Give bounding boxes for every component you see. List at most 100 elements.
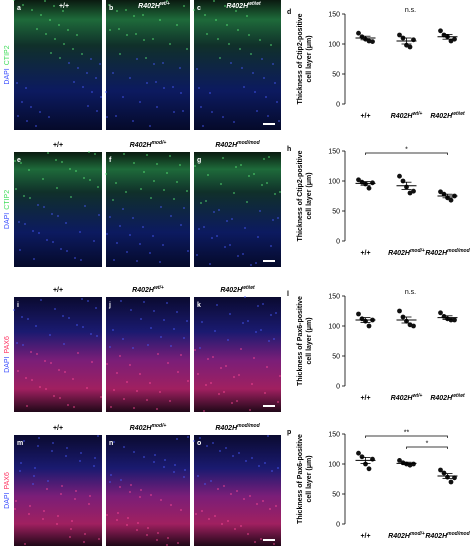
speckle (51, 213, 53, 215)
x-tick-label-base: +/+ (360, 395, 370, 402)
speckle (45, 388, 47, 390)
speckle (163, 466, 165, 468)
speckle (199, 347, 201, 349)
speckle (66, 250, 68, 252)
speckle (267, 435, 269, 437)
speckle (129, 77, 131, 79)
y-axis-label: Thickness of Pax6-positive (297, 434, 304, 524)
y-axis-label: Thickness of Ctip2-positive (297, 150, 304, 241)
speckle (140, 318, 142, 320)
speckle (246, 15, 248, 17)
speckle (59, 57, 61, 59)
data-point (397, 308, 402, 314)
speckle (173, 471, 175, 473)
speckle (149, 125, 151, 127)
speckle (42, 518, 44, 520)
speckle (238, 452, 240, 454)
y-tick-label: 100 (328, 462, 340, 469)
speckle (193, 9, 195, 11)
speckle (16, 82, 18, 84)
data-point (452, 317, 457, 323)
significance-bar (365, 152, 448, 155)
x-tick-label-base: R402H (430, 113, 453, 120)
speckle (256, 110, 258, 112)
speckle (236, 400, 238, 402)
speckle (65, 222, 67, 224)
speckle (217, 38, 219, 40)
speckle (38, 232, 40, 234)
speckle (52, 241, 54, 243)
speckle (72, 48, 74, 50)
speckle (270, 314, 272, 316)
speckle (202, 125, 204, 127)
speckle (130, 309, 132, 311)
speckle (212, 442, 214, 444)
speckle (162, 244, 164, 246)
speckle (219, 450, 221, 452)
micrograph (194, 297, 281, 412)
speckle (271, 470, 273, 472)
speckle (169, 43, 171, 45)
speckle (162, 62, 164, 64)
speckle (96, 110, 98, 112)
speckle (163, 189, 165, 191)
speckle (226, 24, 228, 26)
speckle (86, 72, 88, 74)
speckle (160, 336, 162, 338)
speckle (146, 399, 148, 401)
speckle (139, 373, 141, 375)
speckle (44, 360, 46, 362)
speckle (231, 402, 233, 404)
speckle (97, 186, 99, 188)
speckle (146, 534, 148, 536)
speckle (194, 165, 196, 167)
speckle (166, 172, 168, 174)
speckle (166, 302, 168, 304)
speckle (116, 10, 118, 12)
speckle (75, 170, 77, 172)
speckle (129, 364, 131, 366)
x-tick-label-superscript: wt/+ (412, 393, 422, 399)
speckle (143, 301, 145, 303)
panel-letter: a (17, 5, 21, 12)
panel-letter: i (17, 302, 19, 309)
speckle (205, 200, 207, 202)
speckle (16, 342, 18, 344)
speckle (230, 493, 232, 495)
x-tick-label-base: +/+ (360, 533, 370, 540)
speckle (246, 201, 248, 203)
speckle (220, 183, 222, 185)
speckle (260, 538, 262, 540)
speckle (228, 43, 230, 45)
speckle (65, 455, 67, 457)
panel-letter: l (287, 291, 289, 298)
speckle (86, 387, 88, 389)
speckle (240, 164, 242, 166)
speckle (125, 191, 127, 193)
panel-letter: c (197, 5, 201, 12)
speckle (227, 520, 229, 522)
speckle (119, 486, 121, 488)
genotype-label: R402Hwt/+ (132, 285, 164, 294)
speckle (156, 163, 158, 165)
speckle (199, 437, 201, 439)
speckle (247, 320, 249, 322)
speckle (225, 365, 227, 367)
speckle (56, 187, 58, 189)
x-tick-label-superscript: mod/mod (447, 248, 470, 254)
speckle (123, 446, 125, 448)
speckle (96, 335, 98, 337)
speckle (155, 81, 157, 83)
x-tick-label: R402Hwt/wt (430, 393, 465, 402)
speckle (244, 296, 246, 298)
y-tick-label: 50 (332, 492, 340, 499)
speckle (64, 371, 66, 373)
x-tick-label: R402Hmod/mod (425, 248, 470, 257)
speckle (116, 372, 118, 374)
speckle (49, 334, 51, 336)
x-tick-label: +/+ (360, 395, 370, 402)
speckle (108, 4, 110, 6)
speckle (91, 91, 93, 93)
y-tick-label: 150 (328, 294, 340, 301)
